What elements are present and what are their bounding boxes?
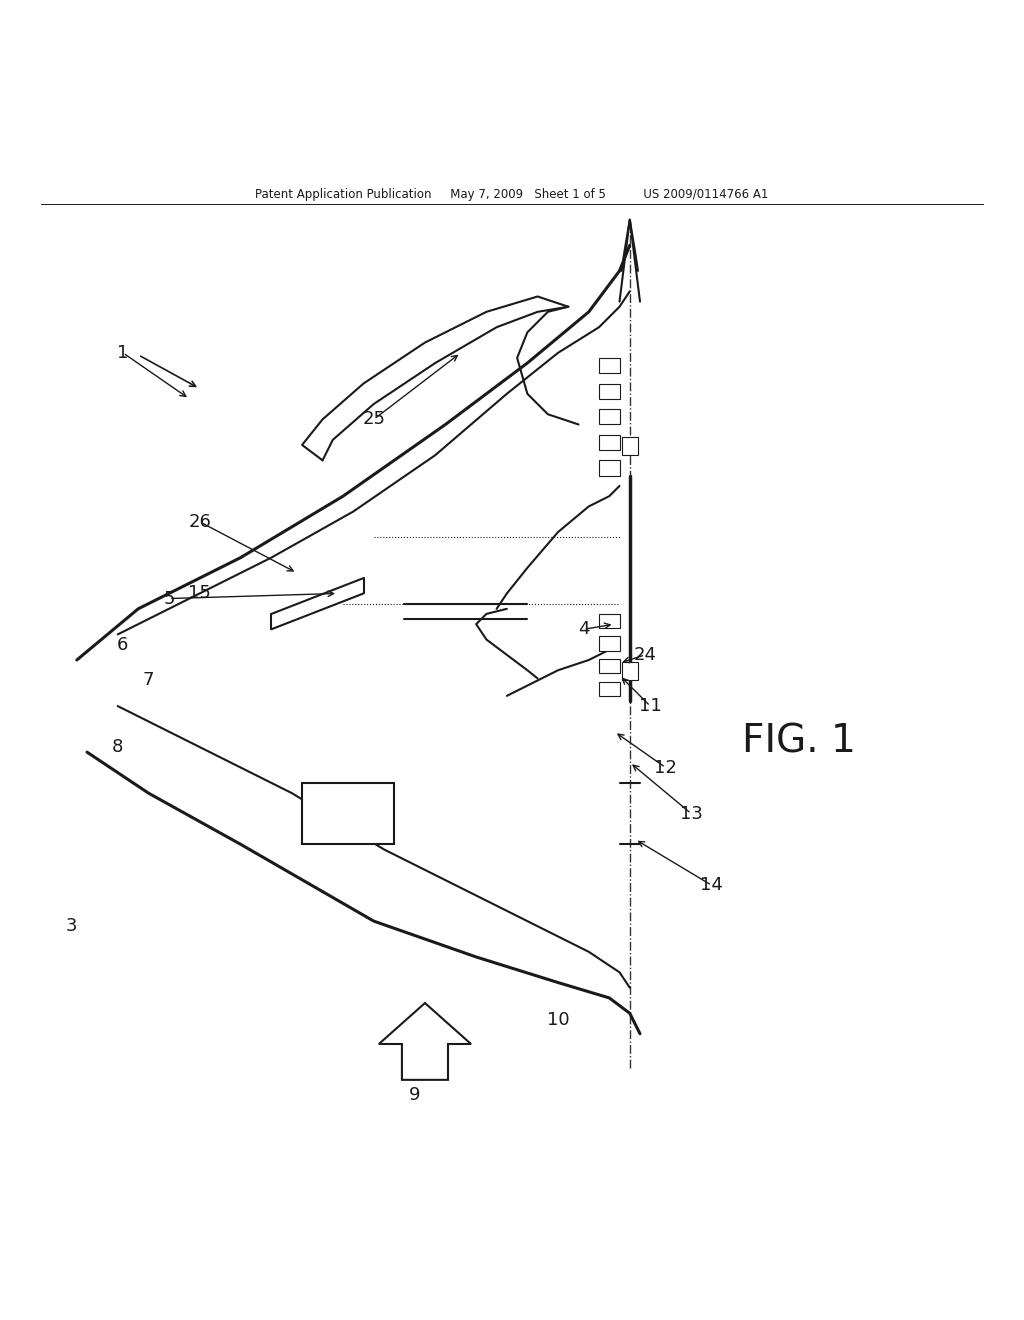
Text: 5: 5 bbox=[163, 590, 175, 607]
Bar bbox=[622, 437, 638, 455]
Bar bbox=[599, 434, 620, 450]
Text: 9: 9 bbox=[409, 1086, 421, 1105]
Bar bbox=[599, 659, 620, 673]
Bar bbox=[622, 663, 638, 681]
Text: 12: 12 bbox=[654, 759, 677, 776]
Text: 7: 7 bbox=[142, 672, 155, 689]
Text: 15: 15 bbox=[188, 585, 211, 602]
Text: FIG. 1: FIG. 1 bbox=[741, 723, 856, 760]
Text: 11: 11 bbox=[639, 697, 662, 715]
Bar bbox=[599, 636, 620, 651]
Text: 4: 4 bbox=[578, 620, 590, 639]
Text: 8: 8 bbox=[112, 738, 124, 756]
Bar bbox=[302, 783, 394, 845]
Bar bbox=[599, 409, 620, 425]
Text: 3: 3 bbox=[66, 917, 78, 936]
Text: 14: 14 bbox=[700, 876, 723, 894]
Text: Patent Application Publication     May 7, 2009   Sheet 1 of 5          US 2009/0: Patent Application Publication May 7, 20… bbox=[255, 187, 769, 201]
Text: 13: 13 bbox=[680, 805, 702, 822]
Text: 24: 24 bbox=[634, 645, 656, 664]
Bar bbox=[599, 614, 620, 628]
Text: 26: 26 bbox=[188, 512, 211, 531]
Bar bbox=[599, 358, 620, 374]
Text: 25: 25 bbox=[362, 411, 385, 429]
Bar bbox=[599, 384, 620, 399]
Bar bbox=[599, 681, 620, 696]
Text: 6: 6 bbox=[117, 636, 129, 653]
Text: 1: 1 bbox=[117, 343, 129, 362]
Bar bbox=[599, 461, 620, 475]
Polygon shape bbox=[379, 1003, 471, 1080]
Text: 10: 10 bbox=[547, 1011, 569, 1030]
